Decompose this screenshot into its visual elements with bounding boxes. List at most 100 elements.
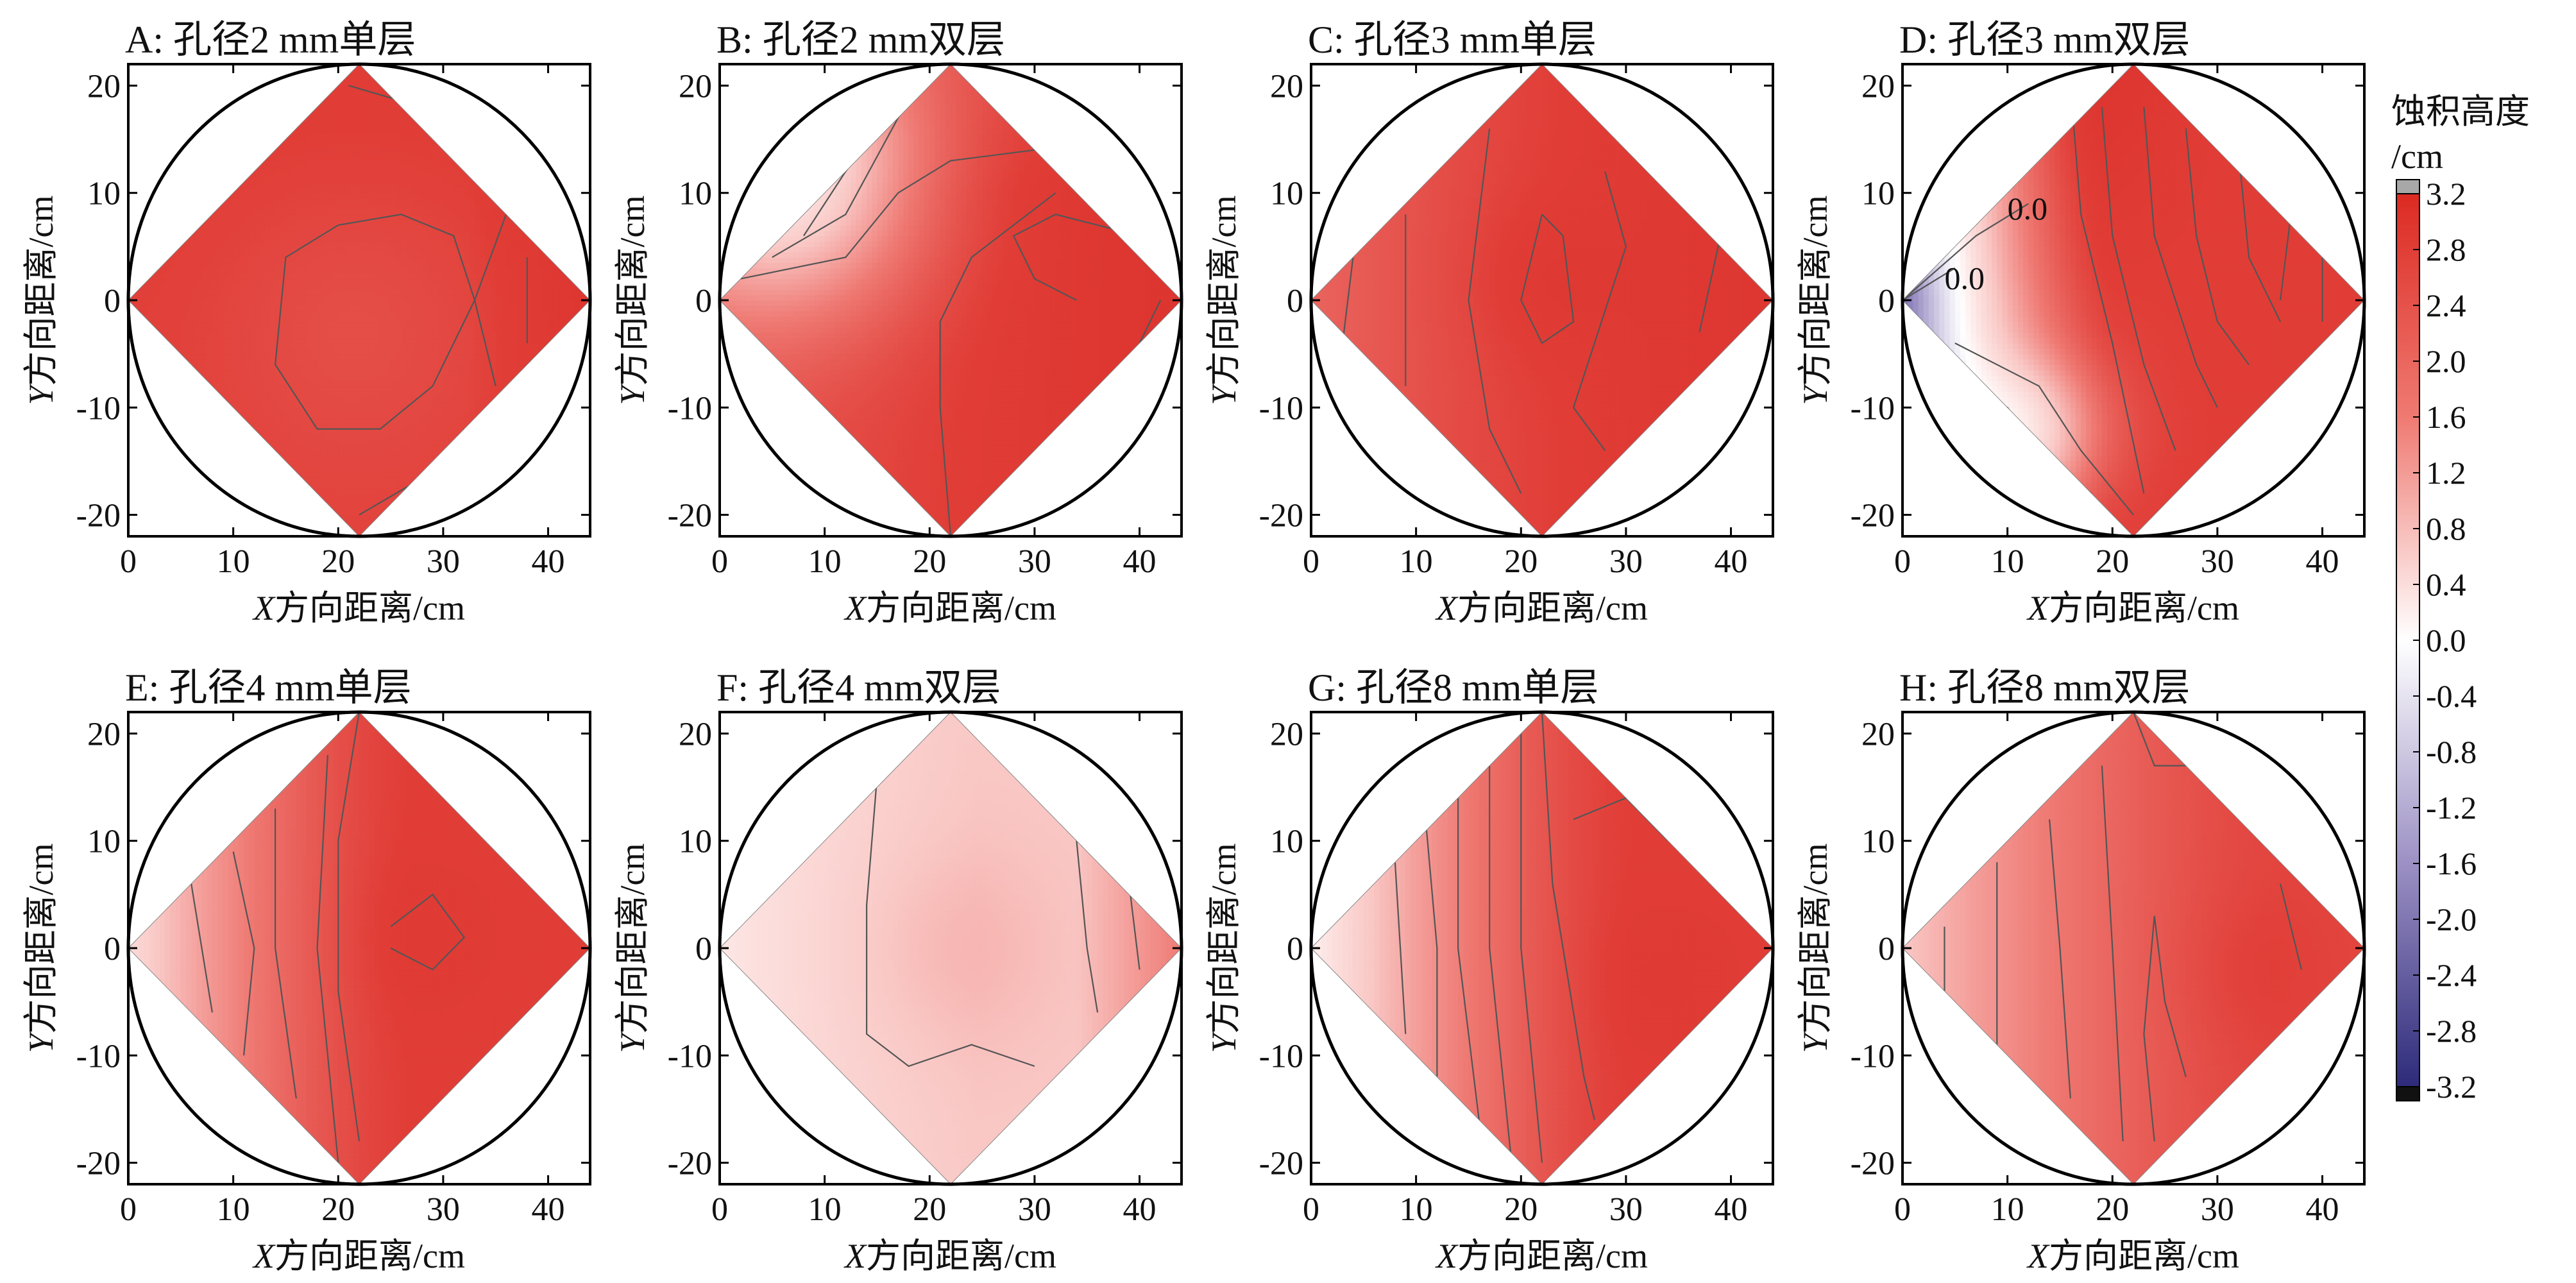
- heat-cell: [851, 251, 857, 258]
- heat-cell: [761, 300, 768, 306]
- heat-cell: [317, 241, 323, 247]
- heat-cell: [437, 171, 444, 178]
- heat-cell: [385, 472, 391, 478]
- heat-cell: [285, 316, 292, 323]
- heat-cell: [840, 305, 846, 312]
- heat-cell: [511, 284, 518, 290]
- heat-cell: [840, 321, 846, 328]
- heat-cell: [269, 219, 276, 226]
- heat-cell: [296, 133, 302, 140]
- heat-cell: [343, 450, 350, 457]
- heat-cell: [851, 241, 857, 247]
- heat-cell: [312, 139, 318, 146]
- heat-cell: [406, 203, 412, 210]
- heat-cell: [401, 144, 407, 151]
- heat-cell: [369, 310, 376, 317]
- heat-cell: [233, 327, 239, 333]
- heat-cell: [254, 348, 260, 355]
- heat-cell: [307, 241, 312, 247]
- heat-cell: [740, 284, 747, 290]
- heat-cell: [835, 230, 841, 237]
- heat-cell: [154, 278, 160, 285]
- heat-cell: [788, 332, 794, 339]
- heat-cell: [348, 310, 355, 317]
- heat-cell: [364, 90, 370, 97]
- heat-cell: [238, 386, 244, 392]
- heat-cell: [317, 423, 323, 430]
- heat-cell: [396, 337, 402, 344]
- heat-cell: [506, 348, 512, 355]
- heat-cell: [511, 343, 518, 349]
- heat-cell: [751, 337, 757, 344]
- heat-cell: [772, 251, 778, 258]
- heat-cell: [417, 450, 423, 457]
- heat-cell: [160, 321, 165, 328]
- heat-cell: [348, 294, 355, 301]
- heat-cell: [385, 187, 391, 194]
- heat-cell: [275, 268, 281, 274]
- heat-cell: [385, 176, 391, 183]
- heat-cell: [375, 166, 381, 172]
- heat-cell: [538, 300, 543, 306]
- heat-cell: [291, 251, 297, 258]
- heat-cell: [464, 289, 470, 296]
- heat-cell: [359, 386, 365, 392]
- heat-cell: [317, 359, 323, 365]
- heat-cell: [829, 214, 836, 221]
- heat-cell: [380, 268, 386, 274]
- heat-cell: [264, 380, 271, 387]
- heat-cell: [391, 332, 396, 339]
- heat-cell: [772, 246, 778, 253]
- heat-cell: [532, 278, 538, 285]
- heat-cell: [217, 310, 223, 317]
- heat-cell: [343, 187, 350, 194]
- heat-cell: [275, 418, 281, 424]
- heat-cell: [343, 230, 350, 237]
- heat-cell: [353, 364, 360, 371]
- heat-cell: [291, 155, 297, 162]
- heat-cell: [333, 294, 339, 301]
- heat-cell: [448, 187, 454, 194]
- heat-cell: [369, 123, 376, 129]
- heat-cell: [500, 348, 507, 355]
- heat-cell: [338, 380, 344, 387]
- heat-cell: [259, 203, 266, 210]
- heat-cell: [777, 327, 783, 333]
- heat-cell: [369, 117, 376, 124]
- heat-cell: [401, 359, 407, 365]
- heat-cell: [296, 477, 302, 483]
- heat-cell: [506, 289, 512, 296]
- heat-cell: [745, 278, 752, 285]
- heat-cell: [751, 321, 757, 328]
- heat-cell: [396, 375, 402, 382]
- heat-cell: [228, 230, 234, 237]
- heat-cell: [312, 278, 318, 285]
- heat-cell: [333, 337, 339, 344]
- heat-cell: [814, 241, 820, 247]
- heat-cell: [538, 294, 543, 301]
- heat-cell: [327, 396, 334, 403]
- heat-cell: [296, 230, 302, 237]
- heat-cell: [364, 375, 370, 382]
- heat-cell: [223, 386, 229, 392]
- heat-cell: [437, 278, 444, 285]
- heat-cell: [422, 144, 428, 151]
- heat-cell: [380, 396, 386, 403]
- heat-cell: [244, 348, 250, 355]
- heat-cell: [437, 359, 444, 365]
- heat-cell: [249, 219, 255, 226]
- heat-cell: [375, 520, 381, 526]
- heat-cell: [745, 316, 752, 323]
- heat-cell: [411, 327, 418, 333]
- heat-cell: [422, 380, 428, 387]
- heat-cell: [548, 305, 554, 312]
- heat-cell: [803, 321, 809, 328]
- heat-cell: [307, 278, 312, 285]
- heat-cell: [401, 230, 407, 237]
- heat-cell: [254, 434, 260, 441]
- heat-cell: [317, 391, 323, 398]
- heat-cell: [312, 203, 318, 210]
- heat-cell: [511, 332, 518, 339]
- heat-cell: [574, 305, 580, 312]
- heat-cell: [469, 246, 475, 253]
